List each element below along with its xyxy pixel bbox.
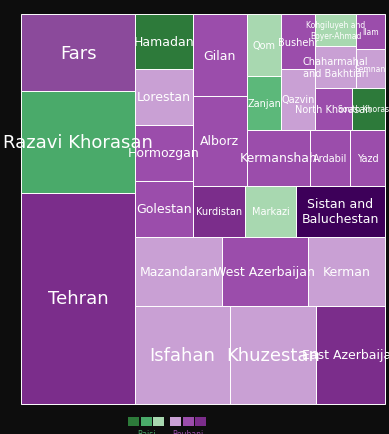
Bar <box>21 194 135 404</box>
Bar <box>317 306 385 404</box>
Bar <box>356 15 385 49</box>
Bar <box>350 131 385 186</box>
Bar <box>135 125 193 181</box>
Bar <box>141 417 152 426</box>
Text: Qazvin: Qazvin <box>281 95 315 105</box>
Text: Kerman: Kerman <box>322 265 370 278</box>
Text: Qom: Qom <box>252 41 276 51</box>
Bar <box>21 92 135 194</box>
Text: Golestan: Golestan <box>136 203 192 216</box>
Bar <box>170 417 181 426</box>
Text: Kohgiluyeh and
Boyer-Ahmad: Kohgiluyeh and Boyer-Ahmad <box>306 21 365 41</box>
Bar <box>281 70 315 131</box>
Text: Kurdistan: Kurdistan <box>196 207 242 217</box>
Bar <box>352 89 385 131</box>
Bar <box>308 237 385 306</box>
Text: East Azerbaijan: East Azerbaijan <box>302 348 389 361</box>
Bar <box>193 15 247 97</box>
Bar <box>247 15 281 76</box>
Text: Chaharmahal
and Bakhtiari: Chaharmahal and Bakhtiari <box>303 57 368 79</box>
Bar <box>230 306 317 404</box>
Bar <box>315 47 356 89</box>
Text: South Khorasan: South Khorasan <box>338 105 389 114</box>
Bar <box>135 181 193 237</box>
Text: Hamadan: Hamadan <box>133 36 194 49</box>
Text: Sistan and
Baluchestan: Sistan and Baluchestan <box>302 198 379 226</box>
Bar <box>247 76 281 131</box>
Bar <box>183 417 194 426</box>
Text: Kermanshah: Kermanshah <box>240 152 317 165</box>
Bar <box>153 417 164 426</box>
Bar <box>135 237 222 306</box>
Bar <box>128 417 139 426</box>
Text: Fars: Fars <box>60 45 97 62</box>
Text: Isfahan: Isfahan <box>149 346 216 364</box>
Bar <box>310 131 350 186</box>
Bar <box>135 15 193 70</box>
Bar <box>222 237 308 306</box>
Text: Semnan: Semnan <box>355 65 386 73</box>
Bar <box>245 186 296 237</box>
Bar <box>21 15 135 92</box>
Bar <box>247 131 310 186</box>
Text: Ilam: Ilam <box>362 28 379 37</box>
Bar <box>193 186 245 237</box>
Text: Gilan: Gilan <box>204 49 236 62</box>
Bar <box>296 186 385 237</box>
Bar <box>193 97 247 186</box>
Bar <box>315 15 356 47</box>
Text: Razavi Khorasan: Razavi Khorasan <box>4 134 153 152</box>
Text: Mazandaran: Mazandaran <box>140 265 217 278</box>
Text: Yazd: Yazd <box>357 154 378 164</box>
Bar <box>315 89 352 131</box>
Text: Raisi: Raisi <box>137 429 156 434</box>
Text: Markazi: Markazi <box>252 207 289 217</box>
Text: Tehran: Tehran <box>48 290 109 308</box>
Bar <box>135 306 230 404</box>
Bar <box>281 15 315 70</box>
Text: Alborz: Alborz <box>200 135 239 148</box>
Text: North Khorasan: North Khorasan <box>295 105 372 115</box>
Text: Ardabil: Ardabil <box>313 154 347 164</box>
Bar <box>195 417 206 426</box>
Text: Hormozgan: Hormozgan <box>128 147 200 160</box>
Text: Khuzestan: Khuzestan <box>226 346 320 364</box>
Text: Bushehr: Bushehr <box>278 38 318 48</box>
Text: Zanjan: Zanjan <box>247 99 281 108</box>
Bar <box>135 70 193 125</box>
Bar <box>356 49 385 89</box>
Text: Rouhani: Rouhani <box>173 429 204 434</box>
Text: Lorestan: Lorestan <box>137 91 191 104</box>
Text: West Azerbaijan: West Azerbaijan <box>214 265 315 278</box>
